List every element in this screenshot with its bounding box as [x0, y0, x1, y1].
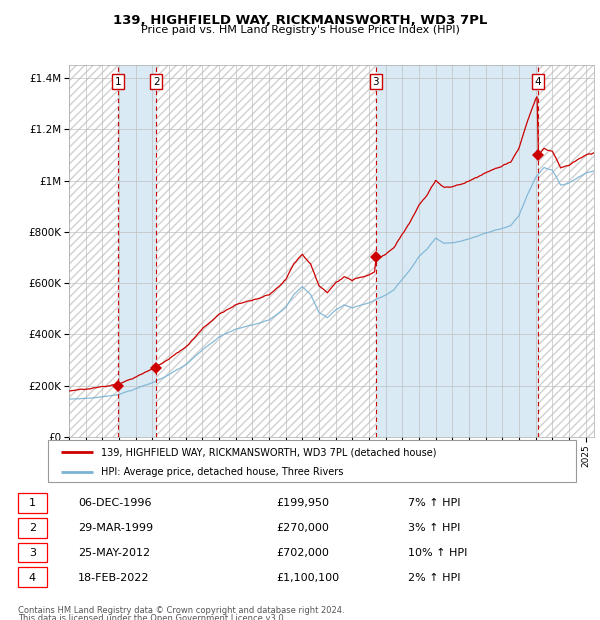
- Text: Price paid vs. HM Land Registry's House Price Index (HPI): Price paid vs. HM Land Registry's House …: [140, 25, 460, 35]
- Text: 4: 4: [29, 573, 36, 583]
- Text: HPI: Average price, detached house, Three Rivers: HPI: Average price, detached house, Thre…: [101, 467, 343, 477]
- Text: 139, HIGHFIELD WAY, RICKMANSWORTH, WD3 7PL: 139, HIGHFIELD WAY, RICKMANSWORTH, WD3 7…: [113, 14, 487, 27]
- Text: Contains HM Land Registry data © Crown copyright and database right 2024.: Contains HM Land Registry data © Crown c…: [18, 606, 344, 616]
- Text: 139, HIGHFIELD WAY, RICKMANSWORTH, WD3 7PL (detached house): 139, HIGHFIELD WAY, RICKMANSWORTH, WD3 7…: [101, 447, 436, 457]
- Text: 29-MAR-1999: 29-MAR-1999: [78, 523, 153, 533]
- Text: £270,000: £270,000: [276, 523, 329, 533]
- Text: 06-DEC-1996: 06-DEC-1996: [78, 498, 151, 508]
- Bar: [69, 65, 118, 437]
- Text: 3: 3: [373, 77, 379, 87]
- Bar: [538, 65, 594, 437]
- Text: £1,100,100: £1,100,100: [276, 573, 339, 583]
- Text: 18-FEB-2022: 18-FEB-2022: [78, 573, 149, 583]
- Text: 2: 2: [29, 523, 36, 533]
- Text: 1: 1: [29, 498, 36, 508]
- Bar: [118, 65, 157, 437]
- Text: 25-MAY-2012: 25-MAY-2012: [78, 548, 150, 558]
- Text: 3% ↑ HPI: 3% ↑ HPI: [408, 523, 460, 533]
- Text: 1: 1: [115, 77, 121, 87]
- Text: 2% ↑ HPI: 2% ↑ HPI: [408, 573, 461, 583]
- Text: 10% ↑ HPI: 10% ↑ HPI: [408, 548, 467, 558]
- Text: This data is licensed under the Open Government Licence v3.0.: This data is licensed under the Open Gov…: [18, 614, 286, 620]
- Text: 7% ↑ HPI: 7% ↑ HPI: [408, 498, 461, 508]
- Text: 2: 2: [153, 77, 160, 87]
- Text: 3: 3: [29, 548, 36, 558]
- Text: 4: 4: [535, 77, 541, 87]
- Bar: [376, 65, 538, 437]
- Text: £702,000: £702,000: [276, 548, 329, 558]
- Text: £199,950: £199,950: [276, 498, 329, 508]
- Bar: [157, 65, 376, 437]
